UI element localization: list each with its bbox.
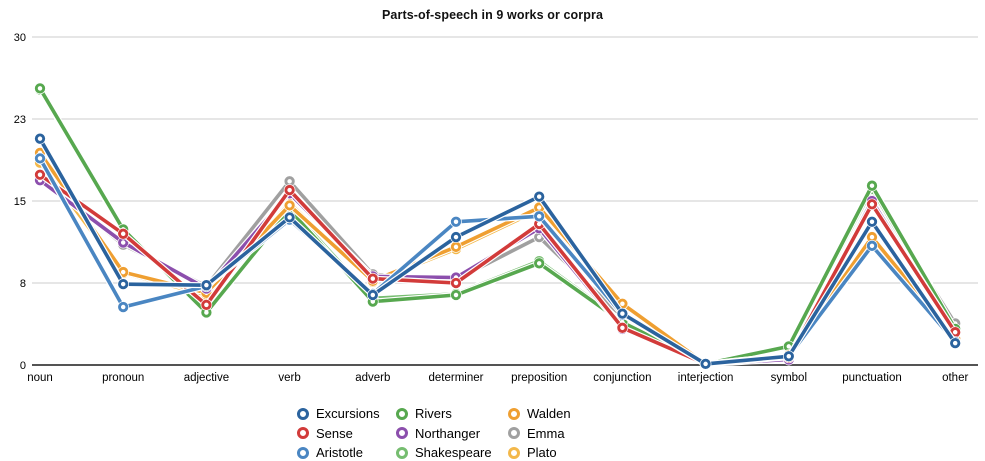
x-axis-category-label: symbol <box>771 372 807 384</box>
chart-title: Parts-of-speech in 9 works or corpra <box>381 8 604 22</box>
series-point-excursions <box>201 280 212 291</box>
series-point-walden <box>450 241 462 253</box>
series-point-sense <box>201 299 212 311</box>
series-point-sense <box>950 327 961 338</box>
series-point-aristotle <box>34 153 46 164</box>
series-point-aristotle <box>450 216 462 227</box>
x-axis-category-label: adverb <box>355 372 390 384</box>
series-point-sense <box>367 273 378 284</box>
series-line-rivers <box>38 86 958 366</box>
series-point-rivers <box>450 289 462 301</box>
x-axis-category-label: verb <box>278 372 300 384</box>
series-line-halo <box>37 159 959 367</box>
series-point-excursions <box>34 133 46 144</box>
series-point-excursions <box>783 351 794 362</box>
y-axis-tick-label: 15 <box>14 196 26 208</box>
legend-ring-icon <box>297 427 309 440</box>
x-axis-category-label: pronoun <box>102 372 144 384</box>
series-point-rivers <box>34 83 46 94</box>
series-point-sense <box>34 169 46 180</box>
series-point-sense <box>118 228 129 239</box>
y-axis-tick-label: 0 <box>20 360 26 372</box>
series-point-sense <box>284 184 295 196</box>
legend-ring-icon <box>297 446 309 459</box>
series-point-aristotle <box>534 211 545 222</box>
x-axis-category-label: other <box>942 372 968 384</box>
series-point-excursions <box>617 308 628 319</box>
legend-ring-icon <box>508 446 520 459</box>
x-axis-category-label: adjective <box>184 372 229 384</box>
legend-label: Sense <box>316 425 353 441</box>
legend-label: Shakespeare <box>415 445 492 461</box>
series-point-sense <box>617 322 628 333</box>
y-axis-tick-label: 8 <box>20 278 26 290</box>
legend-item-walden: Walden <box>508 404 600 424</box>
legend-item-rivers: Rivers <box>396 404 508 424</box>
series-line-northanger <box>38 178 958 366</box>
legend-label: Emma <box>527 425 565 441</box>
series-point-sense <box>450 277 462 289</box>
legend-ring-icon <box>297 407 309 420</box>
series-point-rivers <box>866 180 878 191</box>
series-point-walden <box>866 231 878 243</box>
series-point-excursions <box>700 358 711 370</box>
legend-ring-icon <box>396 446 408 459</box>
series-line-excursions <box>38 136 958 366</box>
legend-label: Aristotle <box>316 445 363 461</box>
series-point-emma <box>284 176 295 187</box>
series-point-excursions <box>284 212 295 223</box>
x-axis-category-label: preposition <box>511 372 567 384</box>
legend-item-emma: Emma <box>508 424 600 444</box>
legend-item-shakespeare: Shakespeare <box>396 443 508 461</box>
legend-ring-icon <box>508 407 520 420</box>
x-axis-category-label: punctuation <box>842 372 901 384</box>
legend: Excursions Sense Aristotle Rivers Northanger… <box>297 404 600 461</box>
series-point-sense <box>866 199 878 210</box>
legend-ring-icon <box>396 427 408 440</box>
legend-label: Excursions <box>316 406 380 422</box>
legend-label: Northanger <box>415 425 481 441</box>
x-axis-category-label: interjection <box>678 372 734 384</box>
legend-item-aristotle: Aristotle <box>297 443 396 461</box>
legend-ring-icon <box>508 427 520 440</box>
series-point-excursions <box>450 231 462 243</box>
legend-column: Rivers Northanger Shakespeare <box>396 404 508 461</box>
series-point-excursions <box>534 191 545 202</box>
legend-label: Plato <box>527 445 557 461</box>
legend-label: Walden <box>527 406 571 422</box>
series-point-excursions <box>118 278 129 290</box>
legend-ring-icon <box>396 407 408 420</box>
legend-item-plato: Plato <box>508 443 600 461</box>
series-point-aristotle <box>118 301 129 313</box>
legend-item-excursions: Excursions <box>297 404 396 424</box>
series-point-aristotle <box>866 240 878 251</box>
legend-column: Excursions Sense Aristotle <box>297 404 396 461</box>
legend-item-sense: Sense <box>297 424 396 444</box>
series-point-walden <box>284 200 295 211</box>
series-line-plato <box>38 160 958 366</box>
y-axis-tick-label: 23 <box>14 114 26 126</box>
y-axis-tick-label: 30 <box>14 32 26 44</box>
x-axis-category-label: conjunction <box>593 372 651 384</box>
x-axis-category-label: determiner <box>429 372 484 384</box>
series-point-rivers <box>534 258 545 269</box>
legend-label: Rivers <box>415 406 452 422</box>
series-point-excursions <box>367 289 378 301</box>
x-axis-category-label: noun <box>27 372 53 384</box>
legend-item-northanger: Northanger <box>396 424 508 444</box>
series-point-excursions <box>866 216 878 227</box>
series-point-excursions <box>950 337 961 349</box>
legend-column: Walden Emma Plato <box>508 404 600 461</box>
